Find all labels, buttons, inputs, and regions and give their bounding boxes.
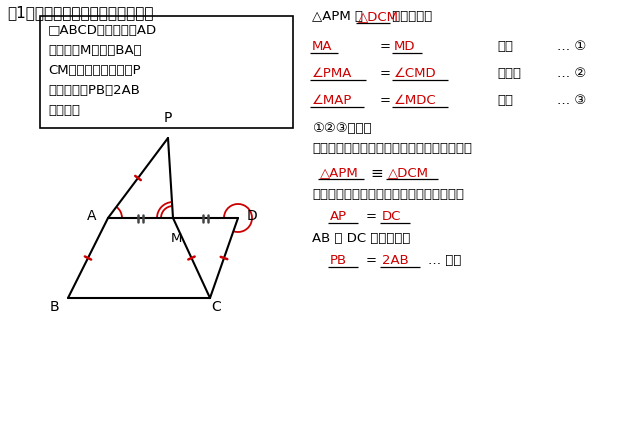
Text: CMの延長線の交点をP: CMの延長線の交点をP [48,64,141,77]
Text: =: = [366,210,377,223]
Text: DC: DC [382,210,401,223]
Text: M: M [170,232,182,245]
Text: ∠CMD: ∠CMD [394,67,436,80]
Text: C: C [211,300,221,314]
Text: ∠PMA: ∠PMA [312,67,353,80]
Text: の中点をMとし、BAと: の中点をMとし、BAと [48,44,141,57]
Text: △DCM: △DCM [358,10,399,23]
Text: MD: MD [394,40,415,53]
Text: （1）下記のことを証明しなさい。: （1）下記のことを証明しなさい。 [7,5,154,20]
Text: 合同な図形では対応する辺が等しいので、: 合同な図形では対応する辺が等しいので、 [312,188,464,201]
Text: ≡: ≡ [370,166,383,181]
Text: … ①: … ① [557,40,586,53]
Text: △DCM: △DCM [388,166,429,179]
Text: B: B [49,300,59,314]
Text: △APM と: △APM と [312,10,367,23]
Text: において、: において、 [388,10,433,23]
Text: PB: PB [330,254,347,267]
Text: =: = [380,94,391,107]
Text: 鈗角: 鈗角 [497,94,513,107]
Text: △APM: △APM [320,166,359,179]
Text: … ②: … ② [557,67,586,80]
Text: 中点: 中点 [497,40,513,53]
Text: =: = [366,254,377,267]
Text: 対頂角: 対頂角 [497,67,521,80]
Text: =: = [380,40,391,53]
Text: １辺とその両端の角がそれぞれ等しいので、: １辺とその両端の角がそれぞれ等しいので、 [312,142,472,155]
Text: D: D [246,209,257,223]
Text: である。: である。 [48,104,80,117]
Text: AP: AP [330,210,347,223]
Text: ∠MDC: ∠MDC [394,94,436,107]
Text: ∠MAP: ∠MAP [312,94,353,107]
Text: とすると、PB＝2AB: とすると、PB＝2AB [48,84,140,97]
Text: =: = [380,67,391,80]
Text: A: A [87,209,97,223]
Text: ①②③より、: ①②③より、 [312,122,372,135]
Text: MA: MA [312,40,333,53]
Text: □ABCDにおいて、AD: □ABCDにおいて、AD [48,24,157,37]
Text: … 結論: … 結論 [428,254,461,267]
Bar [40,16,293,128]
Text: … ③: … ③ [557,94,586,107]
Text: P: P [164,111,172,125]
Text: AB ＝ DC 　なので、: AB ＝ DC なので、 [312,232,410,245]
Text: 2AB: 2AB [382,254,409,267]
